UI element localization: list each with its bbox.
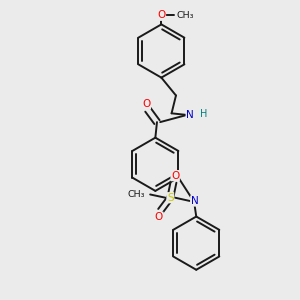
- Text: O: O: [157, 10, 166, 20]
- Text: H: H: [200, 109, 207, 119]
- Text: CH₃: CH₃: [177, 11, 194, 20]
- Text: O: O: [155, 212, 163, 222]
- Text: O: O: [171, 171, 179, 181]
- Text: S: S: [167, 193, 174, 203]
- Text: CH₃: CH₃: [128, 190, 145, 199]
- Text: N: N: [191, 196, 199, 206]
- Text: N: N: [186, 110, 194, 120]
- Text: O: O: [142, 99, 150, 109]
